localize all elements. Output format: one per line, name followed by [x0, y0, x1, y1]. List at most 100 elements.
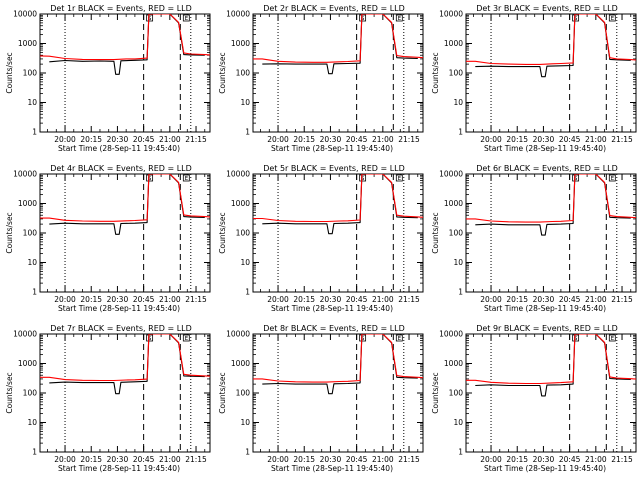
y-tick-label: 100: [449, 389, 464, 398]
saa-marker-label: E: [185, 336, 189, 342]
plot-frame: [39, 13, 211, 133]
y-tick-label: 100: [236, 229, 251, 238]
x-tick-label: 20:15: [506, 455, 528, 464]
x-tick-label: 20:00: [267, 135, 289, 144]
plot-frame: [252, 333, 424, 453]
y-tick-label: 1: [458, 288, 463, 297]
y-tick-label: 10: [240, 418, 250, 427]
series-group: [253, 334, 423, 395]
saa-marker-label: S: [361, 16, 365, 22]
x-tick-label: 20:00: [267, 455, 289, 464]
events-series-line: [49, 174, 205, 235]
x-tick-label: 21:00: [159, 455, 181, 464]
panel-title: Det 7r BLACK = Events, RED = LLD: [50, 324, 192, 333]
y-tick-label: 10: [453, 418, 463, 427]
y-axis-label: Counts/sec: [5, 212, 14, 253]
y-tick-label: 100: [449, 229, 464, 238]
y-tick-label: 100: [236, 69, 251, 78]
y-tick-label: 1000: [444, 39, 463, 48]
y-tick-label: 10: [27, 418, 37, 427]
x-tick-label: 20:15: [80, 455, 102, 464]
saa-marker-box: [182, 334, 190, 342]
saa-marker-box: [608, 14, 616, 22]
y-tick-label: 1000: [444, 199, 463, 208]
x-axis-label: Start Time (28-Sep-11 19:45:40): [58, 304, 180, 313]
x-tick-label: 20:00: [480, 135, 502, 144]
saa-marker-box: [395, 14, 403, 22]
x-tick-label: 21:00: [585, 295, 607, 304]
x-tick-label: 20:45: [559, 455, 581, 464]
y-tick-label: 100: [236, 389, 251, 398]
x-tick-label: 20:15: [506, 135, 528, 144]
lld-series-line: [466, 174, 636, 223]
x-tick-label: 20:30: [107, 295, 129, 304]
lld-series-line: [466, 334, 636, 385]
plot-frame: [252, 173, 424, 293]
y-tick-label: 1: [32, 288, 37, 297]
detector-panel: Det 9r BLACK = Events, RED = LLD 1 10 100 10…: [431, 324, 637, 473]
y-axis-label: Counts/sec: [218, 212, 227, 253]
x-axis-label: Start Time (28-Sep-11 19:45:40): [271, 304, 393, 313]
x-axis-label: Start Time (28-Sep-11 19:45:40): [58, 144, 180, 153]
x-tick-label: 20:15: [506, 295, 528, 304]
y-tick-label: 1: [458, 448, 463, 457]
x-tick-label: 21:00: [585, 135, 607, 144]
x-axis-label: Start Time (28-Sep-11 19:45:40): [271, 464, 393, 473]
y-tick-label: 100: [23, 69, 38, 78]
x-tick-label: 20:00: [54, 295, 76, 304]
plot-frame: [252, 13, 424, 133]
x-tick-label: 21:15: [398, 455, 420, 464]
x-tick-label: 20:45: [346, 135, 368, 144]
events-series-line: [49, 14, 205, 75]
lld-series-line: [466, 14, 636, 65]
detector-panel: Det 7r BLACK = Events, RED = LLD 1 10 100 10…: [5, 324, 211, 473]
x-tick-label: 20:00: [480, 455, 502, 464]
x-tick-label: 20:45: [559, 295, 581, 304]
x-tick-label: 20:30: [533, 295, 555, 304]
y-tick-label: 10: [240, 258, 250, 267]
saa-marker-box: [146, 174, 154, 182]
plot-frame: [39, 333, 211, 453]
saa-marker-label: S: [574, 16, 578, 22]
plot-frame: [465, 13, 637, 133]
series-group: [466, 14, 636, 78]
x-tick-label: 20:15: [80, 135, 102, 144]
saa-marker-label: E: [398, 176, 402, 182]
y-tick-label: 1: [245, 448, 250, 457]
x-tick-label: 20:30: [320, 295, 342, 304]
panel-title: Det 3r BLACK = Events, RED = LLD: [476, 4, 618, 13]
x-axis-label: Start Time (28-Sep-11 19:45:40): [484, 304, 606, 313]
x-tick-label: 20:45: [346, 295, 368, 304]
y-tick-label: 10000: [439, 170, 463, 179]
saa-marker-label: E: [398, 336, 402, 342]
x-tick-label: 20:15: [293, 455, 315, 464]
y-tick-label: 10: [27, 258, 37, 267]
series-group: [466, 334, 636, 397]
y-tick-label: 10000: [13, 330, 37, 339]
series-group: [253, 14, 423, 75]
saa-marker-box: [182, 14, 190, 22]
x-axis-label: Start Time (28-Sep-11 19:45:40): [484, 144, 606, 153]
series-group: [466, 174, 636, 236]
x-tick-label: 20:30: [107, 135, 129, 144]
saa-marker-label: E: [611, 16, 615, 22]
saa-marker-box: [572, 174, 580, 182]
detector-panel: Det 3r BLACK = Events, RED = LLD 1 10 100 10…: [431, 4, 637, 153]
y-tick-label: 10000: [439, 330, 463, 339]
lld-series-line: [40, 14, 210, 61]
detector-panel: Det 8r BLACK = Events, RED = LLD 1 10 100 10…: [218, 324, 424, 473]
y-tick-label: 10000: [226, 330, 250, 339]
saa-marker-box: [572, 334, 580, 342]
x-tick-label: 21:15: [398, 135, 420, 144]
y-axis-label: Counts/sec: [431, 52, 440, 93]
panel-title: Det 1r BLACK = Events, RED = LLD: [50, 4, 192, 13]
y-tick-label: 10: [453, 98, 463, 107]
x-tick-label: 20:00: [54, 455, 76, 464]
y-axis-label: Counts/sec: [218, 52, 227, 93]
series-group: [40, 334, 210, 395]
x-tick-label: 20:45: [346, 455, 368, 464]
y-tick-label: 10: [27, 98, 37, 107]
x-tick-label: 20:00: [480, 295, 502, 304]
x-tick-label: 20:30: [107, 455, 129, 464]
